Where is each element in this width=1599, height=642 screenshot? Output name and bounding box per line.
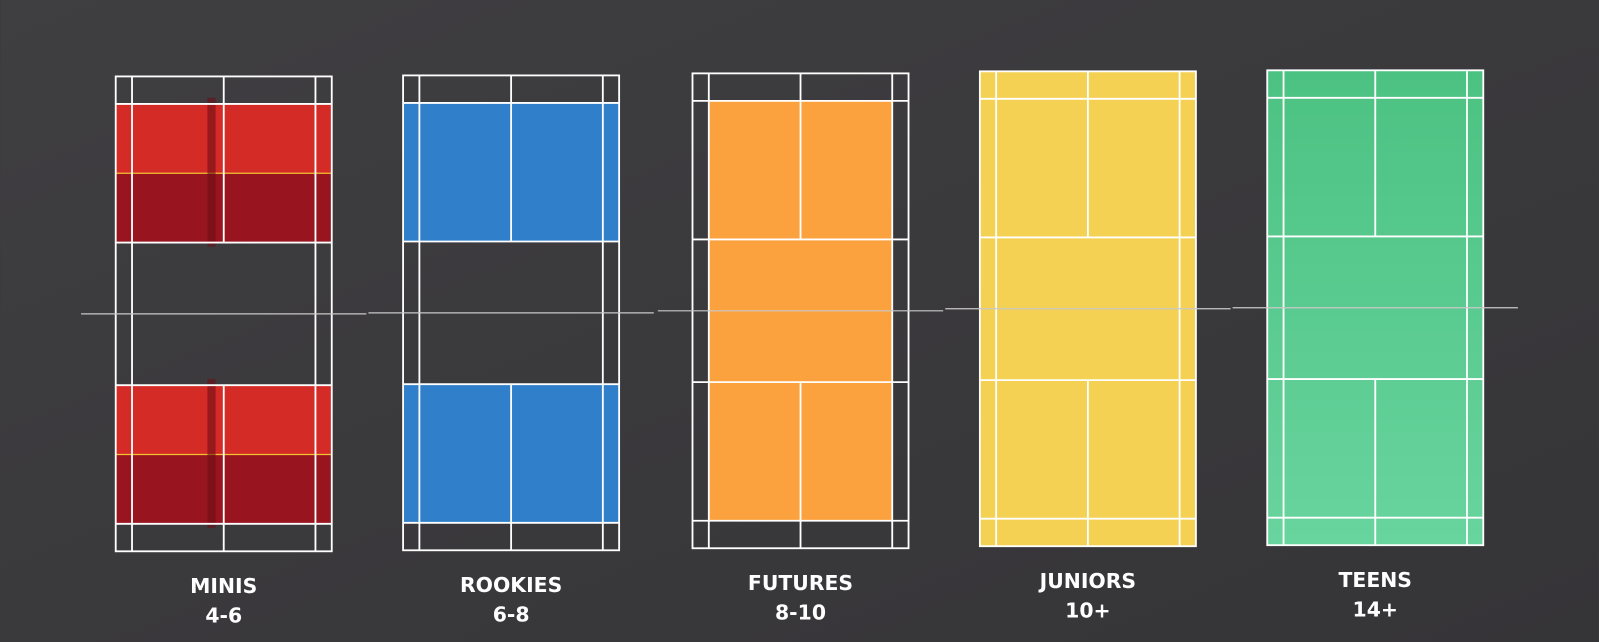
court: ROOKIES 6-8: [368, 74, 654, 627]
net-shadow: [207, 97, 216, 247]
courts: MINIS 4-6 ROOKIES 6-8 FUTURES 8-10 JUNIORS 10+ T…: [81, 69, 1518, 628]
court-name: JUNIORS: [1038, 569, 1136, 593]
court-ages: 10+: [1065, 599, 1110, 623]
court: MINIS 4-6: [81, 75, 367, 628]
court-ages: 8-10: [775, 601, 826, 625]
court-ages: 6-8: [493, 603, 530, 627]
court-name: MINIS: [190, 574, 257, 598]
court: FUTURES 8-10: [657, 72, 944, 625]
court-ages: 4-6: [205, 604, 242, 628]
court-name: ROOKIES: [460, 573, 562, 597]
court: JUNIORS 10+: [945, 70, 1231, 623]
court: TEENS 14+: [1232, 69, 1518, 622]
court-ages: 14+: [1353, 598, 1398, 622]
net-shadow: [207, 379, 216, 528]
court-name: TEENS: [1339, 568, 1412, 592]
court-name: FUTURES: [748, 571, 853, 595]
